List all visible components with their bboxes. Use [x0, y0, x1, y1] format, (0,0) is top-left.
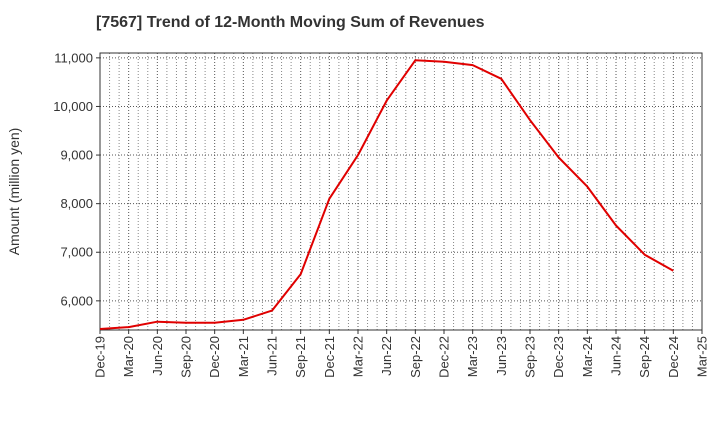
x-tick-label: Jun-21	[265, 336, 280, 376]
y-tick-label: 8,000	[60, 196, 93, 211]
x-tick-label: Mar-24	[580, 336, 595, 377]
x-tick-label: Dec-22	[437, 336, 452, 378]
x-tick-label: Jun-24	[609, 336, 624, 376]
x-tick-label: Mar-20	[121, 336, 136, 377]
y-tick-label: 10,000	[53, 99, 93, 114]
x-tick-label: Jun-23	[494, 336, 509, 376]
x-tick-label: Dec-23	[551, 336, 566, 378]
x-tick-label: Dec-19	[93, 336, 108, 378]
y-tick-label: 6,000	[60, 293, 93, 308]
x-tick-label: Mar-21	[236, 336, 251, 377]
y-tick-label: 9,000	[60, 148, 93, 163]
x-tick-label: Sep-24	[637, 336, 652, 378]
chart-title: [7567] Trend of 12-Month Moving Sum of R…	[96, 14, 485, 31]
x-axis: Dec-19 Mar-20 Jun-20 Sep-20 Dec-20 Mar-21 Jun-…	[93, 330, 710, 378]
x-tick-label: Jun-22	[379, 336, 394, 376]
plot-area-frame	[99, 52, 703, 331]
series-line	[99, 59, 674, 330]
x-tick-label: Mar-22	[351, 336, 366, 377]
x-tick-label: Sep-22	[408, 336, 423, 378]
x-tick-label: Jun-20	[150, 336, 165, 376]
x-tick-label: Mar-23	[465, 336, 480, 377]
series-layer	[99, 59, 674, 330]
y-axis: 6,000 7,000 8,000 9,000 10,000 11,000	[53, 50, 100, 308]
y-tick-label: 7,000	[60, 245, 93, 260]
x-tick-label: Sep-21	[293, 336, 308, 378]
x-tick-label: Dec-21	[322, 336, 337, 378]
grid	[100, 53, 702, 330]
x-tick-label: Mar-25	[695, 336, 710, 377]
x-tick-label: Dec-24	[666, 336, 681, 378]
x-tick-label: Sep-23	[523, 336, 538, 378]
y-tick-label: 11,000	[54, 50, 93, 65]
y-axis-label: Amount (million yen)	[6, 128, 22, 256]
x-tick-label: Dec-20	[207, 336, 222, 378]
x-tick-label: Sep-20	[179, 336, 194, 378]
